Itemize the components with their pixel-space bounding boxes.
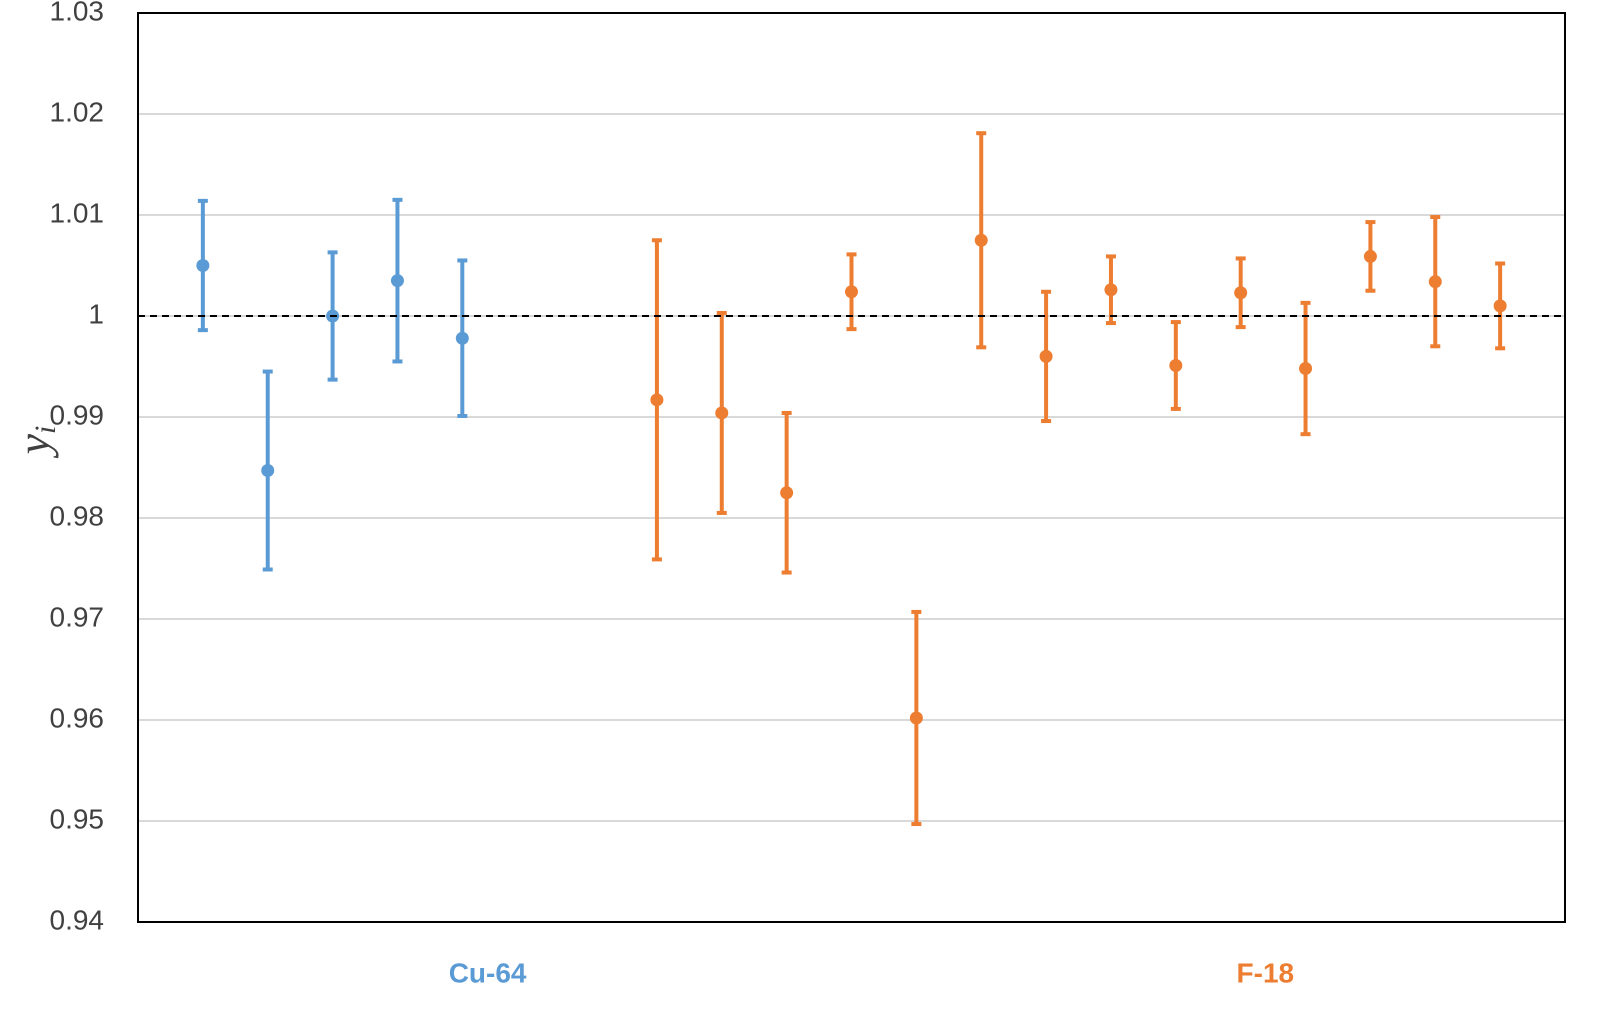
- data-point: [974, 233, 988, 247]
- y-tick-label: 0.96: [50, 702, 105, 733]
- data-point: [1234, 286, 1248, 300]
- data-point: [1363, 249, 1377, 263]
- group-label: F-18: [1237, 957, 1295, 988]
- y-label-main: y: [8, 433, 59, 458]
- y-tick-label: 0.99: [50, 399, 105, 430]
- y-tick-label: 0.98: [50, 500, 105, 531]
- data-point: [1428, 275, 1442, 289]
- data-point: [845, 285, 858, 299]
- y-tick-label: 0.95: [50, 803, 105, 834]
- data-point: [390, 274, 404, 288]
- data-point: [715, 406, 729, 420]
- group-label: Cu-64: [449, 957, 527, 988]
- data-point: [1039, 349, 1053, 363]
- y-tick-label: 1.01: [50, 197, 105, 228]
- y-tick-label: 0.97: [50, 601, 105, 632]
- data-point: [1493, 299, 1507, 313]
- plot-frame: [137, 12, 1566, 923]
- data-point: [455, 331, 469, 345]
- y-tick-label: 0.94: [50, 904, 105, 935]
- data-point: [650, 393, 664, 407]
- data-point: [261, 464, 275, 478]
- data-point: [909, 711, 923, 725]
- data-point: [1104, 283, 1118, 297]
- data-point: [196, 259, 210, 272]
- y-axis-label: yi: [8, 426, 62, 459]
- y-tick-label: 1.02: [50, 96, 105, 127]
- data-point: [1169, 358, 1183, 372]
- data-point: [1299, 362, 1313, 376]
- y-label-subscript: i: [29, 426, 62, 434]
- y-tick-label: 1: [88, 298, 104, 329]
- y-tick-label: 1.03: [50, 0, 105, 26]
- data-point: [780, 486, 794, 500]
